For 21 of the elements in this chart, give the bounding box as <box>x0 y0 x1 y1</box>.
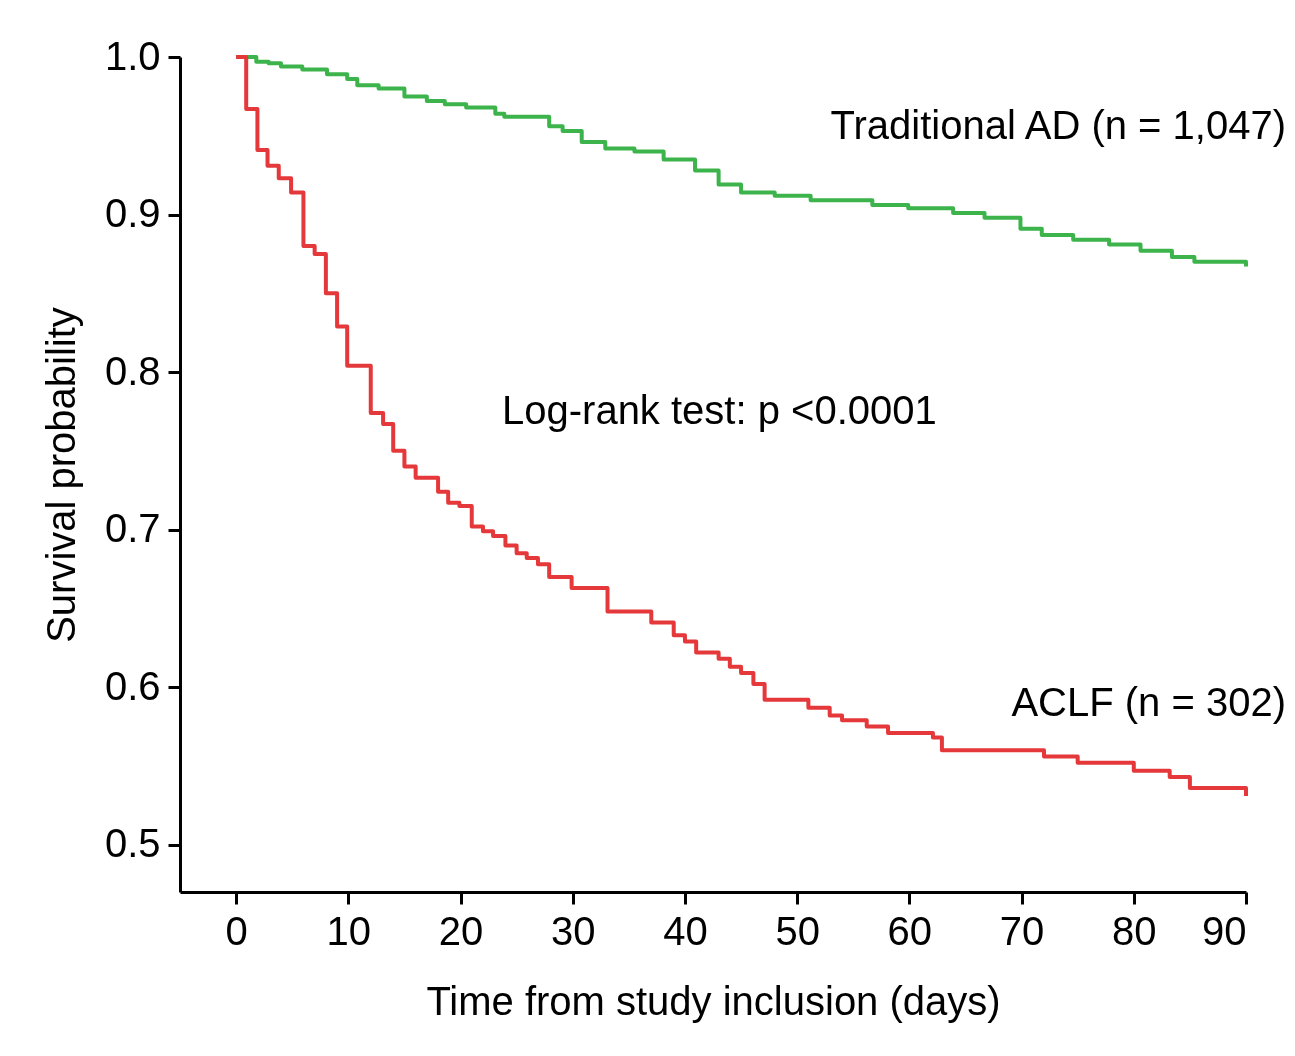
x-tick-label: 40 <box>663 908 708 953</box>
y-tick-label: 0.9 <box>104 191 161 236</box>
y-tick-label: 0.7 <box>104 506 161 551</box>
series-label: ACLF (n = 302) <box>1011 679 1286 724</box>
series-label: Traditional AD (n = 1,047) <box>830 102 1286 147</box>
y-tick-label: 0.5 <box>104 821 161 866</box>
x-tick-label: 50 <box>775 908 820 953</box>
x-tick-label: 70 <box>999 908 1045 953</box>
x-tick-label: 30 <box>550 908 596 953</box>
x-axis-title: Time from study inclusion (days) <box>426 978 1001 1023</box>
x-tick-label: 90 <box>1202 908 1247 953</box>
y-tick-label: 1.0 <box>104 33 161 78</box>
y-tick-label: 0.6 <box>104 663 161 708</box>
x-tick-label: 10 <box>326 908 372 953</box>
x-tick-label: 20 <box>438 908 484 953</box>
annotation: Log-rank test: p <0.0001 <box>502 388 937 432</box>
y-axis-title: Survival probability <box>38 307 83 643</box>
x-tick-label: 0 <box>225 908 248 953</box>
x-tick-label: 80 <box>1112 908 1157 953</box>
x-tick-label: 60 <box>887 908 933 953</box>
y-tick-label: 0.8 <box>104 348 161 393</box>
